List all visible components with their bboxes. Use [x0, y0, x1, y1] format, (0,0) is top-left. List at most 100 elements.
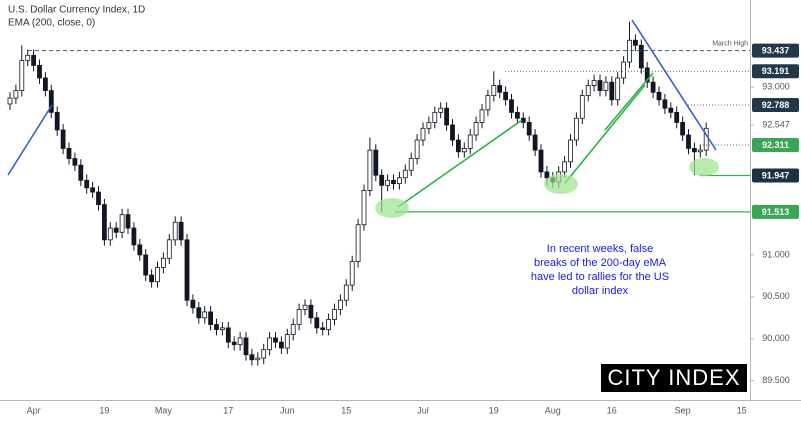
candle-body: [54, 111, 60, 131]
candle-body: [7, 97, 13, 105]
level-tag: [752, 43, 799, 58]
candle-body: [686, 134, 691, 149]
candle-body: [90, 187, 95, 193]
trend-line: [564, 84, 646, 184]
candle-body: [314, 317, 320, 329]
candle-body: [278, 341, 284, 349]
candle-body: [615, 77, 621, 101]
candle-body: [72, 158, 78, 166]
candle-body: [361, 189, 367, 226]
candle-body: [66, 148, 72, 159]
candle-body: [355, 224, 361, 263]
highlight: [375, 198, 409, 218]
logo: CITY INDEX: [607, 365, 740, 390]
candle-body: [385, 179, 391, 186]
candle-body: [396, 177, 402, 185]
candle-body: [638, 44, 644, 69]
candle-body: [585, 85, 591, 96]
candle-body: [479, 109, 485, 123]
x-tick-label: Jun: [280, 405, 295, 415]
candle-body: [579, 95, 585, 119]
trend-line: [7, 104, 53, 176]
candle-body: [656, 91, 662, 101]
level-tag-label: 93.191: [762, 66, 790, 76]
candle-body: [184, 239, 190, 301]
candle-body: [302, 304, 308, 310]
x-tick-label: Sep: [675, 405, 691, 415]
candle-body: [379, 174, 385, 186]
y-tick-label: 92.547: [762, 120, 790, 130]
candle-body: [119, 214, 125, 233]
candle-body: [43, 77, 48, 91]
candle-body: [426, 122, 432, 129]
highlight: [689, 158, 719, 176]
candle-body: [438, 107, 444, 113]
candle-body: [78, 164, 84, 181]
candle-body: [190, 299, 196, 309]
y-tick-label: 91.000: [762, 249, 790, 259]
candle-body: [491, 85, 497, 96]
candle-body: [526, 122, 532, 136]
level-tag: [752, 204, 799, 219]
candle-body: [337, 299, 343, 310]
candle-body: [225, 327, 231, 343]
level-note: March High: [712, 40, 748, 47]
candle-body: [597, 80, 603, 91]
candle-body: [237, 337, 243, 346]
candle-body: [402, 169, 408, 179]
candle-body: [680, 122, 685, 136]
candle-body: [497, 85, 503, 93]
candle-body: [48, 90, 54, 113]
candle-body: [172, 221, 178, 241]
candle-body: [455, 139, 461, 153]
candle-body: [231, 341, 237, 346]
candle-body: [267, 337, 273, 351]
candle-body: [326, 319, 332, 330]
candle-body: [568, 139, 573, 163]
candle-body: [149, 274, 155, 283]
candle-body: [261, 349, 267, 359]
trend-line: [397, 119, 523, 208]
candle-body: [113, 227, 119, 233]
candle-body: [332, 309, 337, 320]
candle-body: [84, 179, 90, 189]
annotation-line: dollar index: [572, 285, 629, 297]
level-tag: [752, 97, 799, 112]
candle-body: [349, 261, 355, 286]
candle-body: [202, 311, 208, 319]
candle-body: [544, 171, 550, 179]
candle-body: [13, 90, 19, 99]
plot: 89.500 90.000 90.500 91.000 92.547 93.000 Apr 1…: [7, 22, 790, 415]
annotation-line: have led to rallies for the US: [531, 271, 669, 283]
candle-body: [532, 134, 538, 151]
candle-body: [697, 149, 703, 153]
candle-body: [591, 80, 597, 86]
candle-body: [25, 54, 31, 61]
candle-body: [621, 61, 626, 79]
y-tick-label: 93.000: [762, 82, 790, 92]
x-tick-label: Jul: [417, 405, 429, 415]
candle-body: [343, 284, 349, 301]
level-tag: [752, 168, 799, 183]
y-tick-label: 90.500: [762, 291, 790, 301]
candle-body: [219, 327, 225, 330]
x-tick-label: 19: [489, 405, 499, 415]
candle-body: [208, 311, 214, 325]
level-tag: [752, 137, 799, 152]
candle-body: [503, 91, 509, 101]
candle-body: [37, 65, 42, 79]
candle-body: [131, 227, 137, 246]
candle-body: [373, 149, 379, 176]
candle-body: [485, 95, 491, 111]
trend-line: [631, 19, 717, 151]
candle-body: [692, 148, 697, 153]
candle-body: [509, 99, 514, 113]
candle-body: [408, 158, 414, 171]
candle-body: [674, 111, 680, 123]
candle-body: [650, 81, 656, 93]
annotation: In recent weeks, false breaks of the 200…: [531, 243, 669, 297]
candle-body: [290, 324, 296, 335]
candle-body: [196, 307, 202, 319]
candle-body: [155, 267, 160, 283]
